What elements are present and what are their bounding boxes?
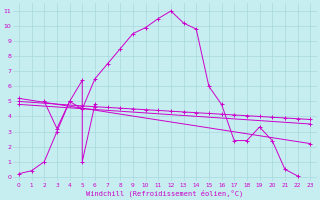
X-axis label: Windchill (Refroidissement éolien,°C): Windchill (Refroidissement éolien,°C)	[86, 189, 243, 197]
